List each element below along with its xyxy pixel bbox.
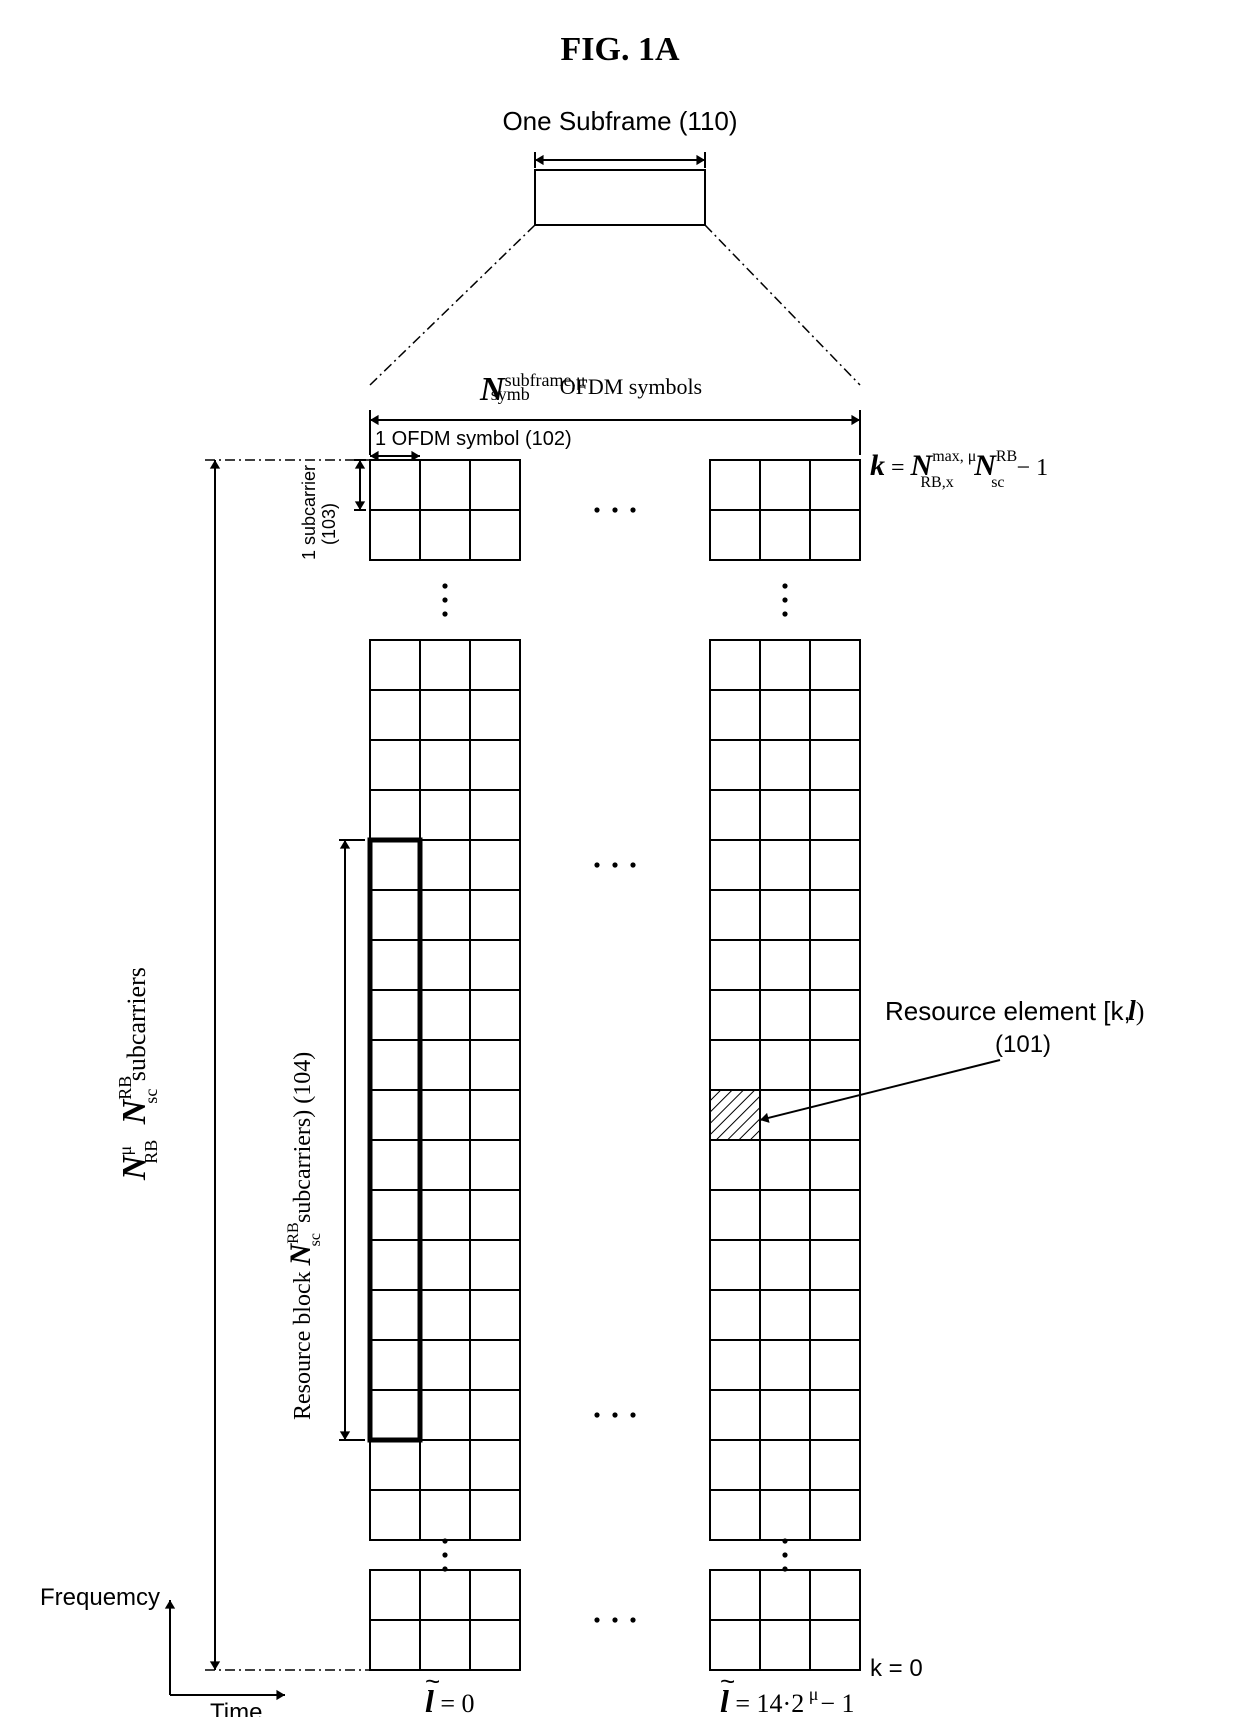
figure-bg — [0, 0, 1240, 1717]
resource-element-label: Resource element [k, — [885, 996, 1131, 1026]
resource-element-cell — [710, 1090, 760, 1140]
subcarrier-label: 1 subcarrier — [299, 465, 319, 560]
ofdm-symbol-label: 1 OFDM symbol (102) — [375, 428, 572, 450]
l-end-label: l = 14·2 μ− 1 — [720, 1683, 855, 1717]
svg-text:~: ~ — [720, 1666, 735, 1696]
subcarrier-ref: (103) — [319, 503, 339, 545]
subframe-label: One Subframe (110) — [502, 106, 737, 136]
time-axis-label: Time — [210, 1699, 262, 1717]
svg-text:~: ~ — [425, 1666, 440, 1696]
frequency-axis-label: Frequemcy — [40, 1584, 160, 1611]
k-zero-label: k = 0 — [870, 1655, 923, 1682]
figure-svg: FIG. 1AOne Subframe (110)Nsubframe,μsymb… — [0, 0, 1240, 1717]
svg-text:l): l) — [1128, 996, 1144, 1027]
resource-element-ref: (101) — [995, 1031, 1051, 1058]
figure-title: FIG. 1A — [561, 31, 680, 68]
